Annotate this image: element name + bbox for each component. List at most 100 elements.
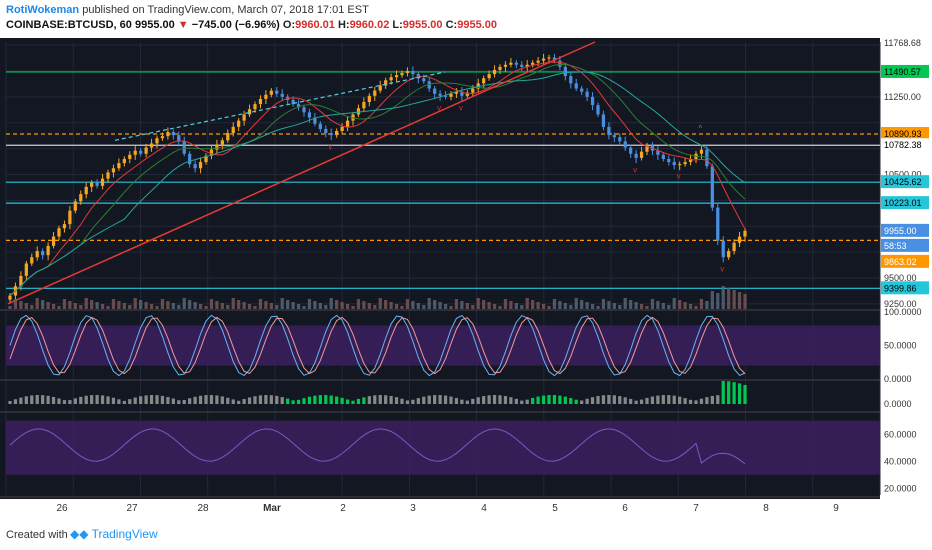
low-value: 9955.00	[402, 19, 443, 31]
histogram-bar	[411, 399, 415, 404]
volume-bar	[492, 304, 497, 309]
volume-bar	[607, 301, 611, 309]
candle-body	[128, 154, 132, 159]
histogram-bar	[286, 398, 290, 404]
candle-body	[737, 236, 742, 243]
price-tag-bg	[881, 196, 929, 210]
candle-body	[629, 147, 633, 154]
histogram-bar	[95, 395, 99, 404]
candle-body	[160, 136, 165, 139]
volume-bar	[558, 301, 562, 309]
histogram-bar	[427, 395, 431, 404]
histogram-bar	[482, 396, 486, 404]
candle-body	[416, 74, 420, 79]
volume-bar	[68, 301, 72, 309]
histogram-bar	[182, 399, 186, 404]
time-axis-tick: 2	[340, 503, 346, 514]
price-tag-bg	[881, 296, 929, 310]
histogram-bar	[296, 399, 301, 404]
volume-bar	[144, 302, 148, 309]
candle-body	[721, 240, 725, 258]
candle-body	[601, 114, 606, 127]
histogram-bar	[373, 395, 377, 404]
candle-body	[144, 147, 148, 154]
histogram-bar	[302, 398, 306, 404]
histogram-bar	[596, 396, 600, 404]
histogram-bar	[247, 397, 252, 404]
volume-bar	[231, 298, 235, 309]
candle-body	[394, 75, 399, 78]
candle-body	[280, 93, 284, 97]
candle-body	[574, 83, 578, 89]
price-tag-bg	[881, 89, 929, 103]
price-axis-tick: 58:53	[884, 241, 907, 251]
volume-bar	[672, 298, 676, 309]
histogram-bar	[656, 395, 660, 404]
price-tag-bg	[881, 254, 929, 268]
histogram-bar	[498, 395, 502, 404]
histogram-bar	[667, 395, 671, 404]
candle-body	[226, 133, 230, 141]
volume-bar	[95, 302, 99, 309]
histogram-bar	[732, 382, 736, 404]
histogram-bar	[24, 396, 28, 404]
time-axis-tick: 27	[126, 503, 138, 514]
volume-bar	[422, 305, 426, 309]
candle-body	[302, 107, 306, 113]
price-tag-bg	[881, 64, 929, 78]
candle-body	[683, 162, 687, 165]
histogram-bar	[84, 395, 88, 404]
histogram-bar	[220, 396, 224, 404]
volume-bar	[476, 298, 480, 309]
volume-bar	[226, 305, 230, 309]
volume-bar	[253, 306, 257, 309]
tradingview-logo[interactable]: ◆◆ TradingView	[70, 527, 158, 541]
candle-body	[367, 95, 371, 103]
histogram-bar	[514, 398, 518, 404]
volume-bar	[302, 306, 306, 309]
histogram-bar	[73, 398, 77, 404]
volume-bar	[683, 302, 687, 309]
stoch-axis-tick: 100.0000	[884, 307, 922, 317]
volume-bar	[291, 302, 295, 309]
candle-body	[656, 150, 660, 155]
chart-area[interactable]: v v v ^ v v ^ v 11768.68 11490.57 11250.00 10890.93…	[0, 32, 932, 516]
histogram-bar	[710, 395, 714, 404]
time-axis-bg	[0, 499, 880, 516]
candle-body	[471, 88, 475, 93]
volume-bar	[313, 301, 317, 309]
histogram-bar	[258, 395, 263, 404]
candle-body	[476, 83, 480, 89]
price-chart[interactable]: v v v ^ v v ^ v 11768.68 11490.57 11250.00 10890.93…	[0, 32, 932, 516]
histogram-bar	[639, 399, 644, 404]
volume-bar	[204, 306, 208, 309]
author-link[interactable]: RotiWokeman	[6, 4, 80, 16]
histogram-bar	[460, 399, 464, 404]
histogram-bar	[716, 395, 720, 404]
volume-bar	[623, 298, 627, 309]
volume-bar	[667, 305, 671, 309]
candle-body	[182, 141, 186, 154]
candle-body	[411, 70, 415, 75]
candle-body	[177, 135, 181, 142]
histogram-bar	[612, 395, 616, 404]
volume-bar	[155, 306, 159, 309]
candle-body	[193, 164, 197, 169]
candle-body	[242, 114, 246, 121]
stoch-k-line	[9, 314, 746, 377]
candle-body	[433, 88, 437, 94]
candle-body	[520, 64, 524, 67]
volume-bar	[188, 300, 192, 309]
price-axis-tick: 11250.00	[884, 92, 921, 102]
volume-bar	[465, 303, 469, 309]
volume-bar	[389, 302, 393, 309]
candle-body	[400, 73, 404, 76]
fractal-up-marker: ^	[698, 124, 702, 133]
volume-bar	[590, 304, 595, 309]
volume-bar	[520, 305, 524, 309]
histogram-bar	[569, 398, 573, 404]
volume-bar	[46, 302, 50, 309]
volume-bar	[650, 299, 655, 309]
candle-body	[699, 149, 704, 154]
candle-body	[667, 158, 671, 163]
